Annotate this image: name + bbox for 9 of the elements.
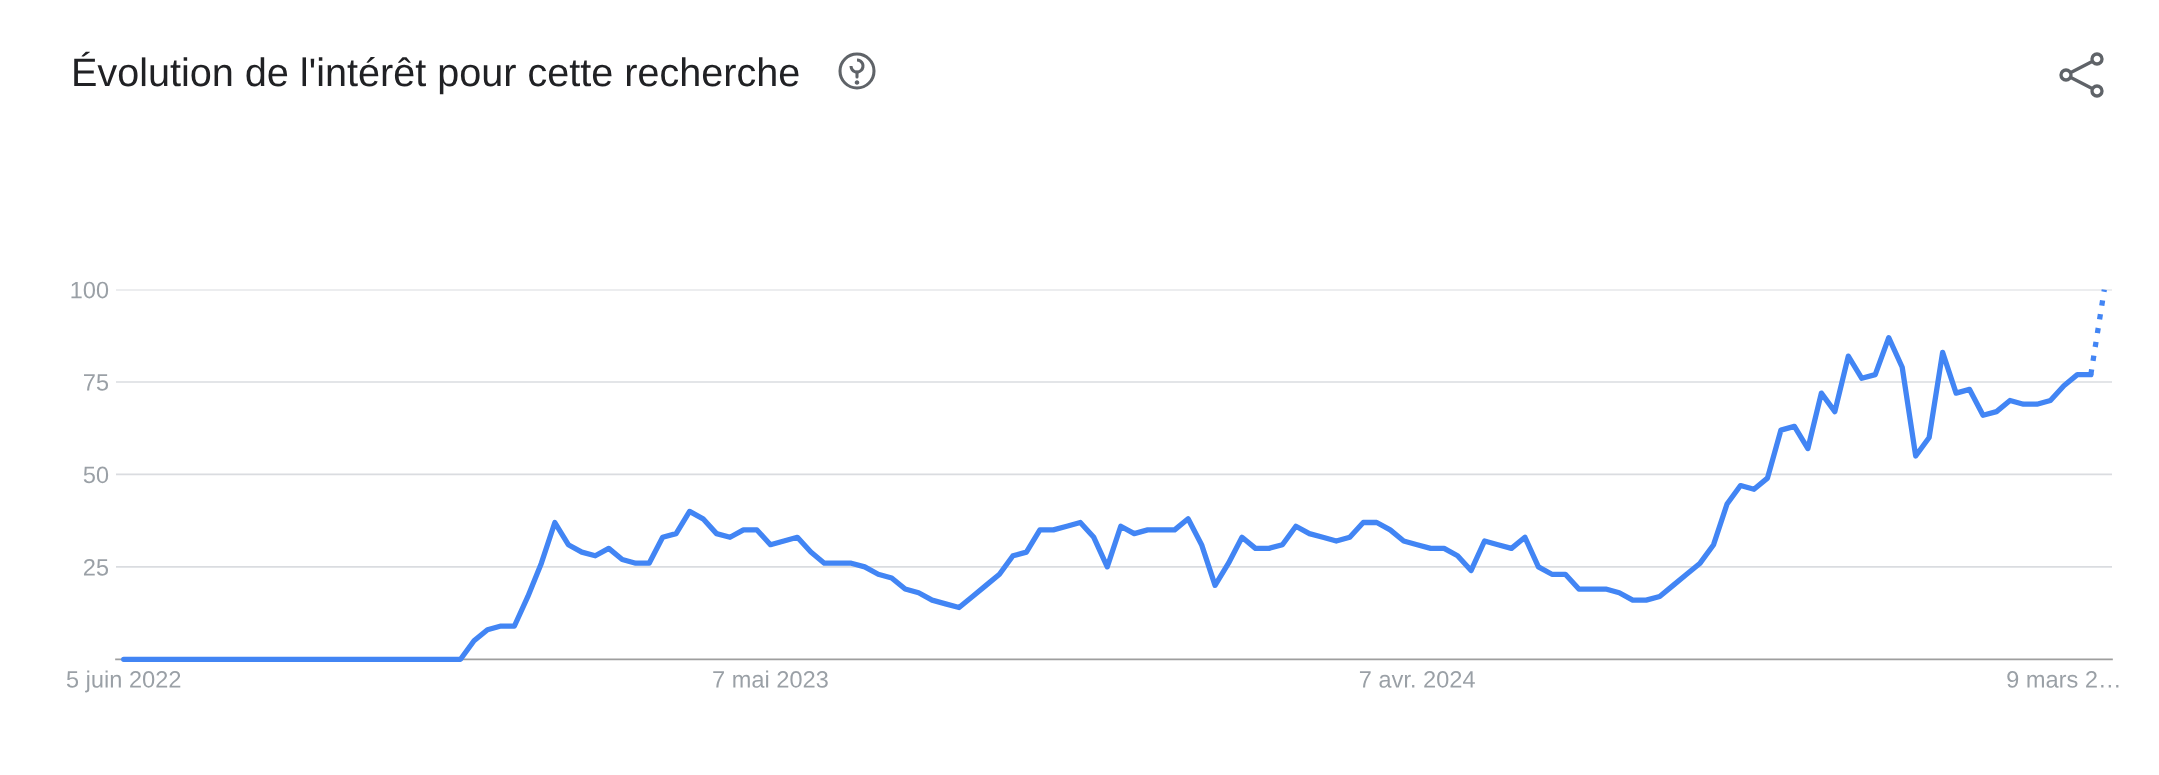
x-tick-label: 9 mars 2… <box>2007 671 2119 688</box>
y-tick-label: 50 <box>83 466 109 484</box>
y-tick-label: 25 <box>83 558 109 576</box>
x-tick-label: 7 avr. 2024 <box>1359 671 1475 688</box>
chart-title: Évolution de l'intérêt pour cette recherche <box>74 51 799 95</box>
y-tick-label: 100 <box>71 281 109 299</box>
x-tick-label: 7 mai 2023 <box>713 670 828 688</box>
x-tick-label: 5 juin 2022 <box>66 670 181 693</box>
y-tick-label: 75 <box>84 374 109 391</box>
